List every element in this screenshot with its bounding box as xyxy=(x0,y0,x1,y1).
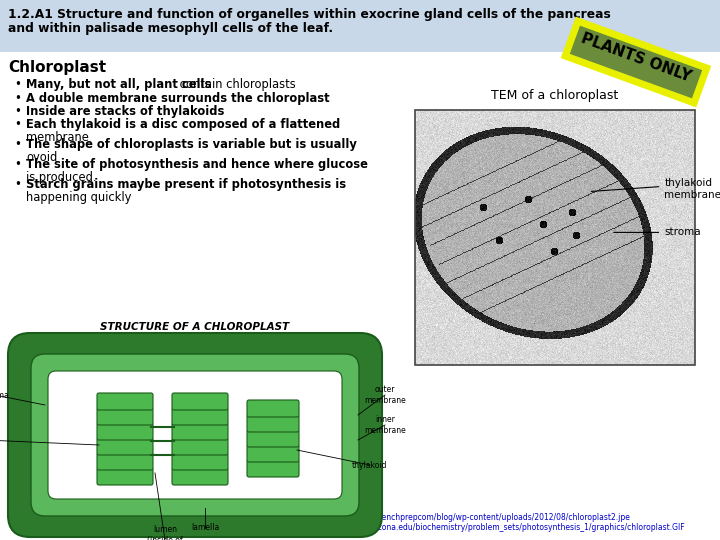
FancyBboxPatch shape xyxy=(172,408,228,425)
Text: thylakoid: thylakoid xyxy=(352,461,388,469)
Text: •: • xyxy=(14,118,21,131)
Text: •: • xyxy=(14,92,21,105)
Text: Chloroplast: Chloroplast xyxy=(8,60,106,75)
Text: A double membrane surrounds the chloroplast: A double membrane surrounds the chloropl… xyxy=(26,92,330,105)
Bar xyxy=(563,19,708,105)
FancyBboxPatch shape xyxy=(31,354,359,516)
FancyBboxPatch shape xyxy=(172,438,228,455)
FancyBboxPatch shape xyxy=(247,445,299,462)
FancyBboxPatch shape xyxy=(172,468,228,485)
FancyBboxPatch shape xyxy=(247,415,299,432)
Text: Many, but not all, plant cells: Many, but not all, plant cells xyxy=(26,78,212,91)
Text: lumen
(inside of
thylakoid): lumen (inside of thylakoid) xyxy=(145,525,184,540)
Text: •: • xyxy=(14,78,21,91)
FancyBboxPatch shape xyxy=(48,371,342,499)
Text: stroma: stroma xyxy=(665,227,701,238)
Text: lamella: lamella xyxy=(191,523,219,532)
Text: http://www.biology.arizona.edu/biochemistry/problem_sets/photosynthesis_1/graphi: http://www.biology.arizona.edu/biochemis… xyxy=(294,523,685,532)
Text: STRUCTURE OF A CHLOROPLAST: STRUCTURE OF A CHLOROPLAST xyxy=(100,322,289,332)
Text: TEM of a chloroplast: TEM of a chloroplast xyxy=(491,89,618,102)
FancyBboxPatch shape xyxy=(247,400,299,417)
Text: inner
membrane: inner membrane xyxy=(364,415,406,435)
Text: PLANTS ONLY: PLANTS ONLY xyxy=(579,31,693,85)
Text: The shape of chloroplasts is variable but is usually: The shape of chloroplasts is variable bu… xyxy=(26,138,357,151)
FancyBboxPatch shape xyxy=(97,423,153,440)
Text: thylakoid
membranes: thylakoid membranes xyxy=(665,178,720,200)
FancyBboxPatch shape xyxy=(172,393,228,410)
FancyBboxPatch shape xyxy=(97,393,153,410)
Text: is produced.: is produced. xyxy=(26,171,96,184)
FancyBboxPatch shape xyxy=(97,453,153,470)
Text: The site of photosynthesis and hence where glucose: The site of photosynthesis and hence whe… xyxy=(26,158,368,171)
Bar xyxy=(415,110,695,365)
Bar xyxy=(570,26,702,98)
Text: happening quickly: happening quickly xyxy=(26,191,131,204)
Text: •: • xyxy=(14,105,21,118)
Bar xyxy=(415,110,695,365)
Text: ovoid: ovoid xyxy=(26,151,58,164)
FancyBboxPatch shape xyxy=(8,333,382,537)
Text: outer
membrane: outer membrane xyxy=(364,386,406,404)
Text: https://benchprepcom/blog/wp-content/uploads/2012/08/chloroplast2.jpe: https://benchprepcom/blog/wp-content/upl… xyxy=(350,513,631,522)
Text: •: • xyxy=(14,178,21,191)
Text: and within palisade mesophyll cells of the leaf.: and within palisade mesophyll cells of t… xyxy=(8,22,333,35)
Text: membrane: membrane xyxy=(26,131,89,144)
Bar xyxy=(0,0,720,52)
Text: •: • xyxy=(14,138,21,151)
FancyBboxPatch shape xyxy=(172,453,228,470)
FancyBboxPatch shape xyxy=(97,438,153,455)
Text: 1.2.A1 Structure and function of organelles within exocrine gland cells of the p: 1.2.A1 Structure and function of organel… xyxy=(8,8,611,21)
Text: contain chloroplasts: contain chloroplasts xyxy=(176,78,296,91)
Text: •: • xyxy=(14,158,21,171)
Text: Inside are stacks of thylakoids: Inside are stacks of thylakoids xyxy=(26,105,225,118)
FancyBboxPatch shape xyxy=(97,408,153,425)
FancyBboxPatch shape xyxy=(247,460,299,477)
Text: Stroma: Stroma xyxy=(0,390,9,400)
FancyBboxPatch shape xyxy=(172,423,228,440)
FancyBboxPatch shape xyxy=(97,468,153,485)
FancyBboxPatch shape xyxy=(247,430,299,447)
Text: Starch grains maybe present if photosynthesis is: Starch grains maybe present if photosynt… xyxy=(26,178,346,191)
Text: Each thylakoid is a disc composed of a flattened: Each thylakoid is a disc composed of a f… xyxy=(26,118,341,131)
